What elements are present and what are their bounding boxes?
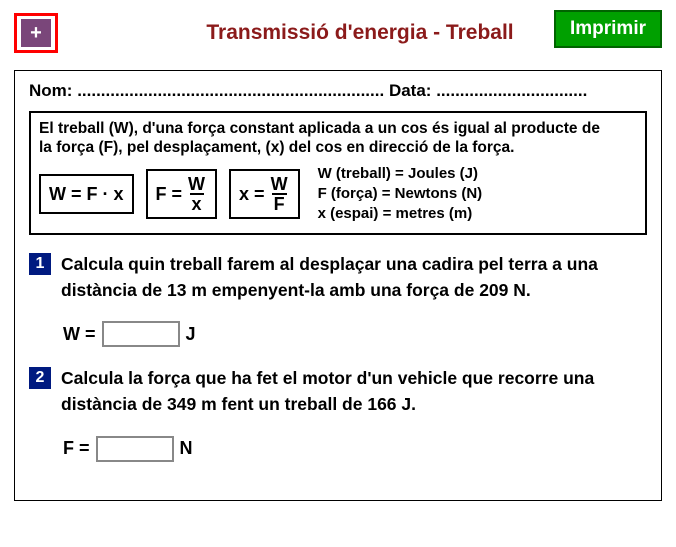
date-dots: ................................	[436, 81, 587, 100]
formula-f-num: W	[186, 175, 207, 193]
name-date-line: Nom: ...................................…	[29, 81, 647, 101]
problem-row: 1 Calcula quin treball farem al desplaça…	[29, 251, 647, 304]
answer-var: W =	[63, 324, 96, 345]
name-dots: ........................................…	[77, 81, 384, 100]
print-button[interactable]: Imprimir	[554, 10, 662, 48]
formula-x-den: F	[272, 193, 287, 213]
add-button[interactable]: +	[21, 19, 51, 47]
theory-line2: la força (F), pel desplaçament, (x) del …	[39, 139, 514, 156]
problem-2: 2 Calcula la força que ha fet el motor d…	[29, 365, 647, 462]
worksheet-body: Nom: ...................................…	[14, 70, 662, 501]
formula-f-lhs: F =	[156, 184, 183, 205]
formula-w: W = F · x	[39, 174, 134, 214]
problem-number-badge: 2	[29, 367, 51, 389]
add-button-frame: +	[14, 13, 58, 53]
formula-x-lhs: x =	[239, 184, 265, 205]
formula-f-den: x	[190, 193, 204, 213]
formula-x-num: W	[269, 175, 290, 193]
legend-f: F (força) = Newtons (N)	[318, 184, 483, 204]
formula-x-frac: W F	[269, 175, 290, 213]
name-label: Nom:	[29, 81, 72, 100]
answer-input-w[interactable]	[102, 321, 180, 347]
problem-number-badge: 1	[29, 253, 51, 275]
plus-icon: +	[30, 23, 42, 43]
formula-f-frac: W x	[186, 175, 207, 213]
problem-text: Calcula quin treball farem al desplaçar …	[61, 251, 601, 304]
answer-unit: J	[186, 324, 196, 345]
date-label: Data:	[389, 81, 432, 100]
problem-text: Calcula la força que ha fet el motor d'u…	[61, 365, 647, 418]
worksheet-page: + Transmissió d'energia - Treball Imprim…	[0, 0, 676, 511]
legend-x: x (espai) = metres (m)	[318, 204, 483, 224]
problem-row: 2 Calcula la força que ha fet el motor d…	[29, 365, 647, 418]
theory-line1: El treball (W), d'una força constant apl…	[39, 120, 600, 137]
answer-line-2: F = N	[63, 436, 647, 462]
formula-row: W = F · x F = W x x = W F	[39, 164, 637, 225]
units-legend: W (treball) = Joules (J) F (força) = New…	[318, 164, 483, 225]
formula-x: x = W F	[229, 169, 300, 219]
answer-var: F =	[63, 438, 90, 459]
formula-f: F = W x	[146, 169, 218, 219]
theory-box: El treball (W), d'una força constant apl…	[29, 111, 647, 235]
answer-unit: N	[180, 438, 193, 459]
theory-text: El treball (W), d'una força constant apl…	[39, 119, 637, 158]
answer-input-f[interactable]	[96, 436, 174, 462]
answer-line-1: W = J	[63, 321, 647, 347]
formula-w-text: W = F · x	[49, 184, 124, 205]
legend-w: W (treball) = Joules (J)	[318, 164, 483, 184]
top-bar: + Transmissió d'energia - Treball Imprim…	[14, 10, 662, 56]
problem-1: 1 Calcula quin treball farem al desplaça…	[29, 251, 647, 348]
